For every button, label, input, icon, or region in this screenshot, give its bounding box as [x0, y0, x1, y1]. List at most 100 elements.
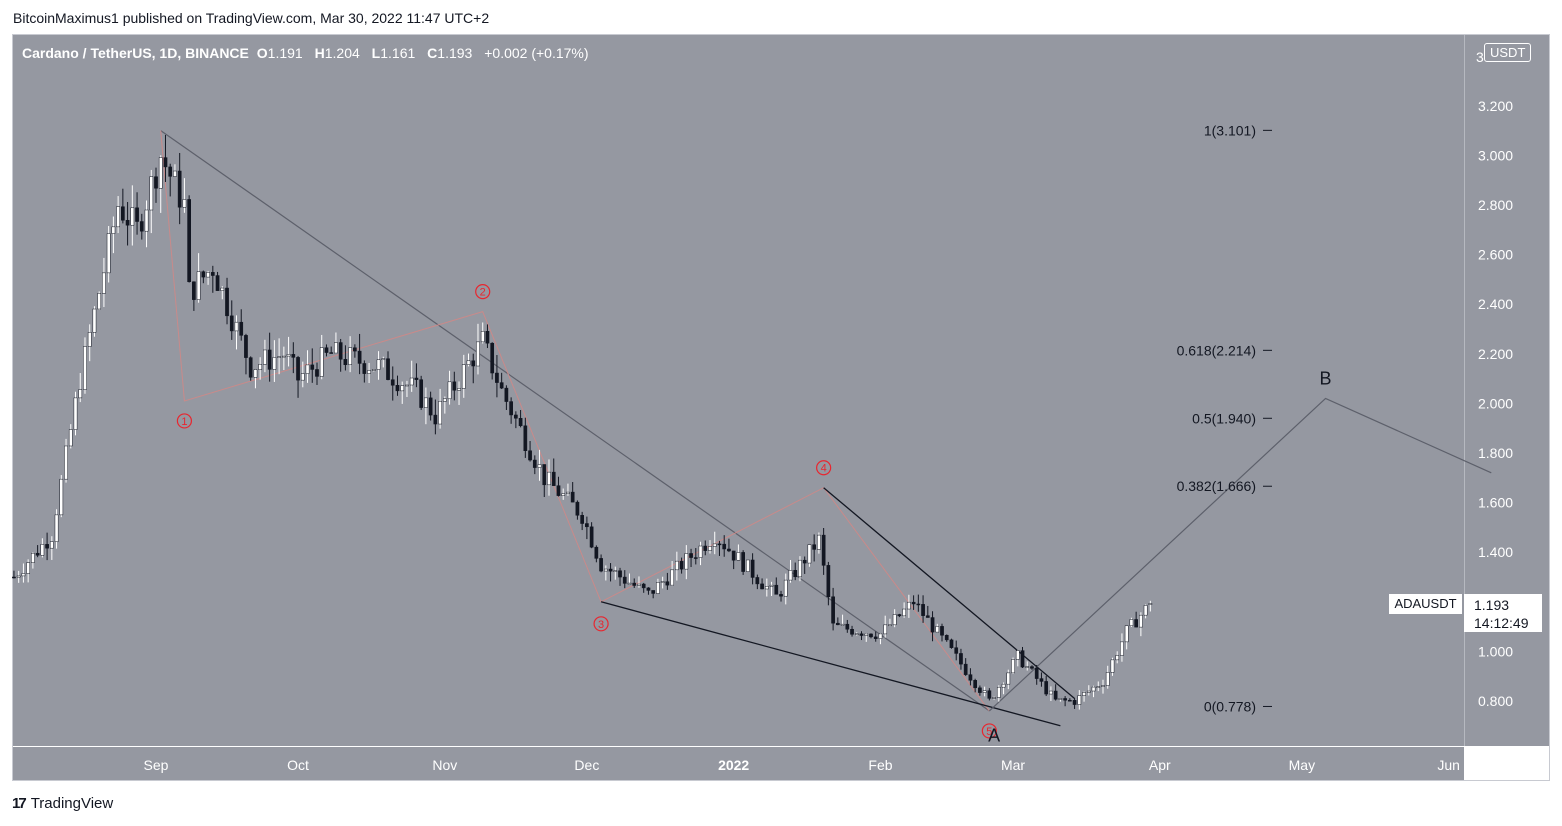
time-axis[interactable]: [13, 746, 1464, 780]
candle-body: [154, 176, 158, 189]
ticker-label: ADAUSDT: [1389, 594, 1462, 614]
candle-body: [835, 622, 840, 626]
candle-body: [49, 541, 54, 549]
candle-body: [78, 389, 83, 399]
candle-body: [149, 176, 154, 211]
candle-body: [139, 221, 144, 232]
candle-body: [414, 377, 419, 380]
candle-body: [840, 623, 845, 626]
candle-body: [845, 623, 850, 630]
fib-label-1: 1(3.101): [1204, 122, 1256, 138]
candle-body: [452, 381, 457, 391]
candle-body: [210, 272, 215, 276]
price-tick-label: 2.800: [1478, 197, 1513, 213]
candle-body: [35, 552, 40, 556]
candle-body: [627, 582, 632, 585]
candle-body: [693, 557, 698, 559]
projection-path: [988, 397, 1492, 712]
candle-body: [613, 570, 618, 572]
candle-body: [940, 626, 944, 636]
candle-body: [64, 445, 68, 480]
candle-body: [305, 364, 310, 374]
time-tick-label: Oct: [287, 757, 309, 773]
candle-body: [978, 687, 982, 693]
candle-body: [641, 583, 646, 589]
candle-body: [514, 414, 518, 419]
plot-area[interactable]: [13, 35, 1464, 746]
candle-body: [537, 464, 542, 468]
candle-body: [608, 568, 613, 572]
wave-label-1: 1: [181, 416, 187, 428]
candle-body: [788, 570, 793, 581]
candle-body: [272, 357, 277, 370]
candle-body: [31, 552, 35, 563]
candle-body: [1148, 603, 1153, 605]
candle-body: [883, 624, 888, 635]
currency-button[interactable]: USDT: [1484, 43, 1532, 62]
candle-body: [566, 491, 570, 495]
candle-body: [1124, 625, 1129, 643]
candle-body: [618, 570, 622, 578]
candle-body: [490, 342, 495, 374]
candle-body: [916, 603, 921, 606]
candle-body: [902, 608, 906, 617]
candle-body: [708, 546, 712, 551]
candle-body: [518, 418, 523, 427]
candle-body: [182, 199, 187, 208]
candle-body: [603, 568, 608, 572]
price-tick-label: 2.000: [1478, 395, 1513, 411]
candle-body: [532, 459, 537, 468]
candle-body: [783, 579, 788, 597]
candle-body: [461, 364, 466, 389]
candle-body: [196, 271, 201, 300]
point-label-B: B: [1320, 368, 1332, 388]
candle-body: [144, 209, 149, 232]
candle-body: [395, 385, 400, 392]
candle-body: [746, 559, 750, 572]
candle-body: [1129, 619, 1134, 627]
time-tick-label: Nov: [432, 757, 457, 773]
candle-body: [755, 577, 760, 585]
candle-body: [21, 573, 26, 577]
candle-body: [424, 397, 428, 408]
candle-body: [869, 633, 873, 638]
price-tick-label: 2.600: [1478, 247, 1513, 263]
candle-body: [764, 586, 769, 590]
candle-body: [769, 584, 774, 587]
wedge-upper-line: [823, 487, 1076, 700]
candle-body: [736, 552, 741, 561]
candle-body: [390, 379, 395, 386]
candle-body: [750, 559, 755, 578]
candle-body: [684, 553, 689, 570]
footer-brand[interactable]: TradingView: [30, 795, 114, 812]
candle-body: [1139, 614, 1143, 628]
candle-body: [551, 471, 556, 486]
candle-body: [717, 543, 722, 546]
candle-body: [215, 275, 220, 291]
candle-body: [121, 206, 125, 221]
candle-body: [656, 582, 660, 594]
candle-body: [622, 576, 627, 584]
time-tick-label: Feb: [868, 757, 892, 773]
price-tick-label: 3.200: [1478, 98, 1513, 114]
candle-body: [277, 356, 281, 358]
candle-body: [1006, 672, 1011, 685]
candle-body: [187, 199, 191, 283]
candle-body: [826, 565, 831, 597]
candle-body: [499, 382, 504, 389]
candle-body: [987, 690, 992, 699]
candle-body: [1077, 695, 1082, 705]
candle-body: [329, 352, 334, 354]
candle-body: [367, 370, 371, 374]
legend-high: H1.204: [314, 45, 360, 61]
candle-body: [447, 381, 452, 400]
candle-body: [542, 464, 547, 486]
candle-body: [1020, 650, 1025, 668]
candle-body: [1096, 686, 1101, 688]
candle-body: [968, 674, 973, 681]
candle-body: [1011, 659, 1015, 674]
candle-body: [1058, 698, 1063, 700]
candle-body: [54, 514, 59, 543]
candle-body: [892, 614, 897, 626]
